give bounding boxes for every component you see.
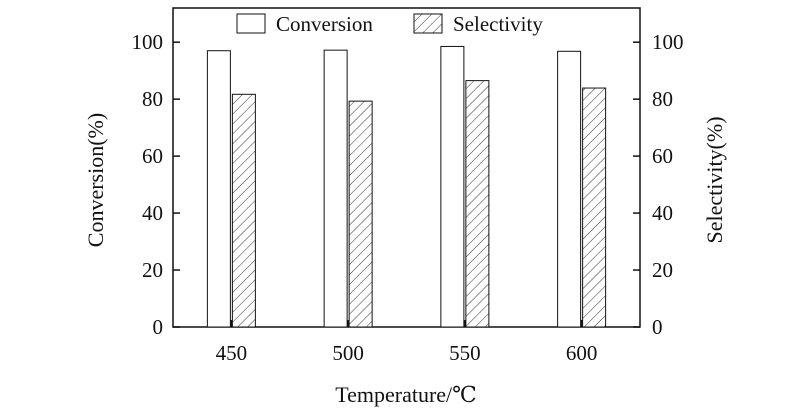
y-left-tick-label: 80: [142, 87, 163, 111]
legend-label-selectivity: Selectivity: [453, 12, 543, 36]
y-right-tick-label: 0: [652, 315, 663, 339]
legend-swatch-conversion: [236, 13, 266, 34]
x-axis-title: Temperature/℃: [335, 382, 477, 407]
bar-selectivity-600: [582, 87, 607, 328]
bar-selectivity-450: [231, 93, 256, 328]
y-axis-right-title: Selectivity(%): [702, 116, 727, 243]
y-right-tick-label: 80: [652, 87, 673, 111]
legend: Conversion Selectivity: [236, 12, 543, 36]
x-tick-label: 600: [566, 341, 598, 365]
bar-conversion-500: [323, 49, 348, 328]
bar-conversion-550: [440, 45, 465, 328]
bar-conversion-600: [557, 50, 582, 328]
legend-label-conversion: Conversion: [276, 12, 373, 36]
y-right-tick-label: 40: [652, 201, 673, 225]
y-left-tick-label: 60: [142, 144, 163, 168]
y-right-tick-label: 60: [652, 144, 673, 168]
bar-conversion-450: [206, 50, 231, 328]
y-left-tick-label: 0: [153, 315, 164, 339]
plot-area-frame: [172, 7, 641, 328]
x-tick-label: 500: [332, 341, 364, 365]
x-tick-label: 450: [216, 341, 248, 365]
y-left-tick-label: 20: [142, 258, 163, 282]
bar-selectivity-500: [348, 100, 373, 328]
bar-selectivity-550: [465, 80, 490, 328]
x-tick-label: 550: [449, 341, 481, 365]
y-left-tick-label: 100: [132, 30, 164, 54]
legend-swatch-selectivity: [413, 13, 443, 34]
y-right-tick-label: 100: [652, 30, 684, 54]
y-left-tick-label: 40: [142, 201, 163, 225]
y-right-tick-label: 20: [652, 258, 673, 282]
y-axis-left-title: Conversion(%): [83, 113, 108, 247]
